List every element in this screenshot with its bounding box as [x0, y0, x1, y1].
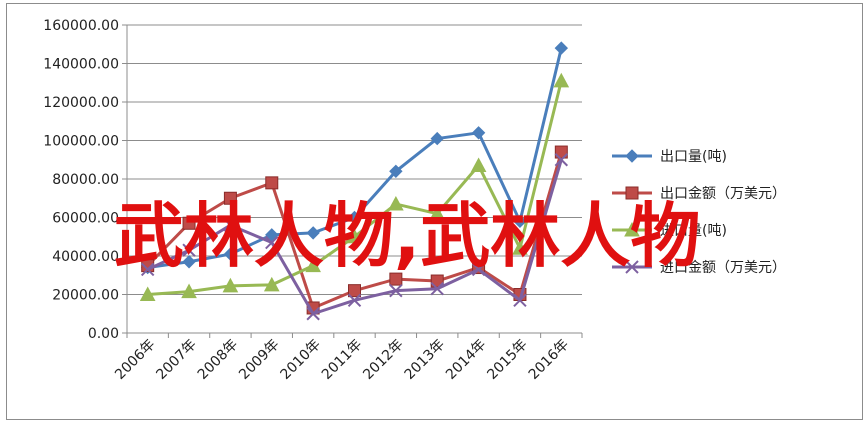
data-point-marker — [554, 145, 568, 159]
series-3 — [139, 72, 570, 301]
chart-frame: 0.00 20000.00 40000.00 60000.00 80000.00 1000… — [6, 3, 863, 420]
y-tick-label: 80000.00 — [52, 172, 119, 188]
legend-item-2: 出口金额（万美元） — [612, 186, 786, 202]
data-point-marker — [181, 283, 197, 299]
x-tick-label: 2011年 — [319, 337, 365, 383]
data-point-marker — [513, 214, 527, 229]
x-tick-label: 2010年 — [278, 337, 324, 383]
data-point-marker — [388, 195, 404, 211]
data-point-marker — [223, 247, 238, 261]
data-point-marker — [470, 157, 487, 173]
x-tick-label: 2015年 — [484, 337, 530, 383]
y-tick-label: 0.00 — [88, 326, 119, 342]
data-point-marker — [471, 262, 486, 277]
y-tick-label: 100000.00 — [43, 134, 119, 150]
data-point-marker — [554, 41, 569, 55]
marker-stroke — [513, 293, 527, 307]
x-tick-label: 2012年 — [360, 337, 406, 383]
data-point-marker — [222, 277, 239, 293]
data-point-marker — [265, 228, 279, 242]
data-point-marker — [223, 191, 237, 205]
data-point-marker — [182, 243, 196, 257]
x-tick-label: 2008年 — [195, 337, 241, 383]
marker-stroke — [625, 260, 639, 274]
marker-stroke — [140, 262, 155, 277]
data-point-marker — [430, 131, 444, 146]
data-point-marker — [348, 284, 361, 298]
data-point-marker — [389, 283, 403, 298]
marker-stroke — [306, 307, 320, 321]
data-point-marker — [347, 293, 362, 307]
x-tick-label: 2013年 — [402, 337, 448, 383]
data-point-marker — [265, 235, 279, 250]
legend-label: 出口金额（万美元） — [660, 186, 786, 202]
y-tick-label: 20000.00 — [52, 288, 119, 304]
legend-item-4: 进口金额（万美元） — [612, 260, 786, 276]
data-point-marker — [471, 126, 486, 140]
data-point-marker — [513, 293, 527, 307]
x-tick-label: 2006年 — [112, 337, 158, 383]
legend-label: 进口量(吨) — [660, 223, 727, 239]
data-point-marker — [553, 72, 570, 88]
line-chart: 0.00 20000.00 40000.00 60000.00 80000.00 1000… — [43, 18, 786, 383]
gridlines — [127, 24, 582, 334]
data-point-marker — [624, 221, 640, 237]
data-point-marker — [182, 216, 196, 230]
data-point-marker — [429, 205, 446, 221]
legend: 出口量(吨) 出口金额（万美元） 进口量(吨) 进口金额（万美元） — [612, 149, 786, 276]
y-tick-label: 40000.00 — [52, 249, 119, 265]
legend-label: 出口量(吨) — [660, 149, 727, 165]
marker-stroke — [223, 218, 238, 232]
data-point-marker — [389, 272, 403, 286]
legend-item-1: 出口量(吨) — [612, 149, 727, 165]
marker-stroke — [182, 243, 196, 257]
data-point-marker — [625, 260, 639, 274]
x-tick-label: 2014年 — [443, 337, 489, 383]
marker-stroke — [554, 153, 569, 167]
y-tick-label: 160000.00 — [43, 18, 119, 34]
marker-stroke — [389, 283, 403, 298]
data-point-marker — [430, 282, 444, 296]
data-point-marker — [389, 164, 403, 179]
marker-stroke — [471, 262, 486, 277]
series-4 — [140, 153, 569, 321]
legend-item-3: 进口量(吨) — [612, 221, 727, 239]
data-point-marker — [430, 274, 444, 288]
data-point-marker — [140, 262, 155, 277]
marker-stroke — [347, 293, 362, 307]
data-point-marker — [554, 153, 569, 167]
data-point-marker — [306, 226, 320, 240]
watermark-text: 武林人物,武林人物 — [114, 195, 701, 277]
data-point-marker — [139, 286, 156, 301]
data-point-marker — [306, 307, 320, 321]
data-point-marker — [263, 276, 280, 292]
x-tick-label: 2016年 — [526, 337, 572, 383]
marker-stroke — [430, 282, 444, 296]
data-point-marker — [265, 176, 279, 190]
data-point-marker — [182, 255, 196, 269]
data-point-marker — [625, 149, 639, 163]
x-tick-label: 2007年 — [153, 337, 199, 383]
series-layer — [139, 41, 570, 321]
y-tick-label: 60000.00 — [52, 211, 119, 227]
data-point-marker — [223, 218, 238, 232]
data-point-marker — [512, 240, 528, 255]
data-point-marker — [346, 228, 363, 244]
x-tick-label: 2009年 — [236, 337, 282, 383]
y-tick-label: 120000.00 — [43, 95, 119, 111]
data-point-marker — [305, 257, 321, 273]
marker-stroke — [265, 235, 279, 250]
data-point-marker — [625, 186, 639, 200]
legend-label: 进口金额（万美元） — [660, 260, 786, 276]
y-tick-label: 140000.00 — [43, 57, 119, 73]
data-point-marker — [347, 210, 362, 225]
